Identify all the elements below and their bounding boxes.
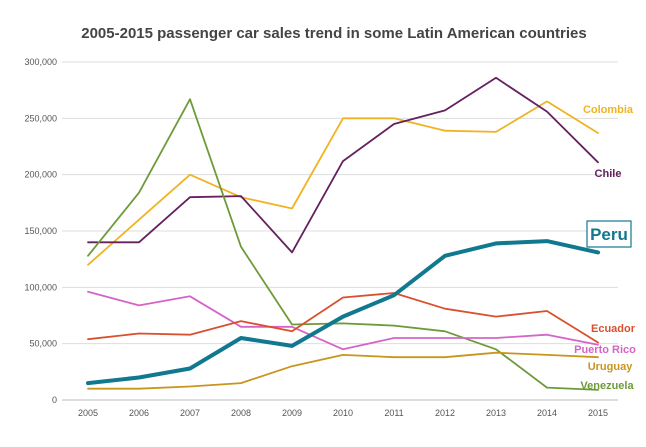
x-tick-label: 2007 [180,408,200,418]
series-label-ecuador: Ecuador [591,323,636,335]
y-axis: 0 50,000 100,000 150,000 200,000 250,000 300,0… [24,57,57,405]
series-line-colombia [87,100,599,266]
x-tick-label: 2008 [231,408,251,418]
y-tick-label: 250,000 [24,113,57,123]
y-tick-label: 100,000 [24,282,57,292]
series-label-peru: Peru [590,225,628,244]
series-label-puerto-rico: Puerto Rico [574,344,636,356]
chart-title: 2005-2015 passenger car sales trend in s… [81,25,587,42]
x-tick-label: 2015 [588,408,608,418]
series-label-colombia: Colombia [583,104,634,116]
gridlines [62,61,618,401]
x-tick-label: 2010 [333,408,353,418]
series-layer [86,76,600,391]
x-axis: 2005 2006 2007 2008 2009 2010 2011 2012 2013 2014… [62,399,618,418]
series-label-box-peru [586,220,632,248]
y-tick-label: 150,000 [24,226,57,236]
y-tick-label: 50,000 [29,339,57,349]
series-line-peru [86,239,600,386]
series-line-puerto-rico [87,290,599,351]
series-line-uruguay [87,351,599,390]
x-tick-label: 2014 [537,408,557,418]
series-label-uruguay: Uruguay [588,361,634,373]
series-line-ecuador [87,292,599,344]
series-line-chile [87,76,599,254]
series-label-venezuela: Venezuela [580,380,634,392]
series-line-venezuela [87,98,599,391]
series-labels: Colombia Chile Venezuela Puerto Rico Ecuador… [574,104,636,392]
x-tick-label: 2011 [384,408,403,418]
x-tick-label: 2005 [78,408,98,418]
y-tick-label: 200,000 [24,170,57,180]
y-tick-label: 0 [52,395,57,405]
y-tick-label: 300,000 [24,57,57,67]
series-label-chile: Chile [595,168,622,180]
x-tick-label: 2006 [129,408,149,418]
x-tick-label: 2012 [435,408,455,418]
x-tick-label: 2009 [282,408,302,418]
x-tick-label: 2013 [486,408,506,418]
